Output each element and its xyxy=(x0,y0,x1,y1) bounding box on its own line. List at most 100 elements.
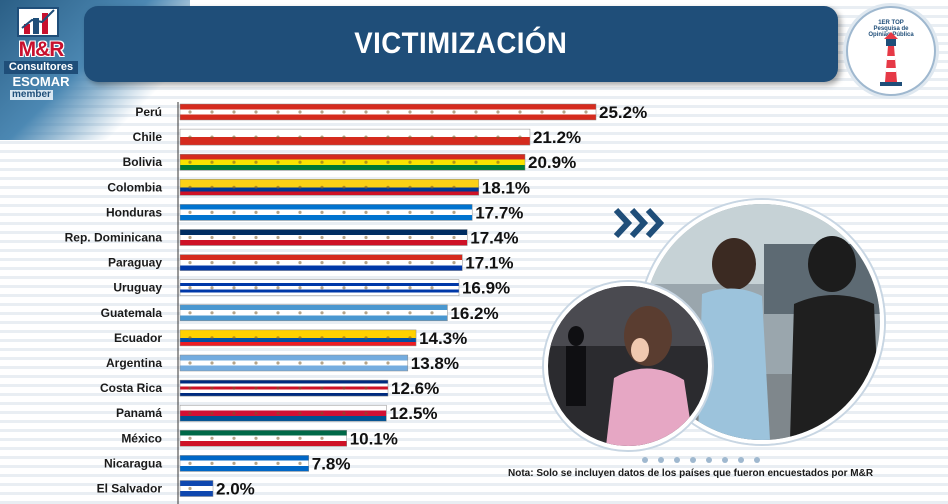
flag-emblem xyxy=(342,336,346,340)
bar-flag-pattern xyxy=(188,386,368,390)
badge-line1: 1ER TOP xyxy=(878,20,904,26)
flag-emblem xyxy=(254,336,258,340)
flag-emblem xyxy=(298,286,302,290)
bar-flag-pattern xyxy=(188,110,588,114)
flag-emblem xyxy=(232,361,236,365)
flag-emblem xyxy=(298,386,302,390)
flag-emblem xyxy=(320,210,324,214)
flag-emblem xyxy=(276,336,280,340)
flag-emblem xyxy=(474,135,478,139)
flag-emblem xyxy=(254,261,258,265)
flag-emblem xyxy=(254,235,258,240)
flag-emblem xyxy=(298,160,302,164)
category-label: Panamá xyxy=(116,406,162,420)
flag-emblem xyxy=(254,461,258,465)
flag-emblem xyxy=(518,110,522,114)
flag-emblem xyxy=(386,286,390,290)
flag-emblem xyxy=(320,386,324,390)
flag-emblem xyxy=(496,135,500,139)
flag-emblem xyxy=(276,436,280,440)
category-label: Rep. Dominicana xyxy=(65,231,163,245)
value-label: 16.9% xyxy=(462,279,510,298)
category-label: México xyxy=(121,431,162,445)
value-label: 2.0% xyxy=(216,480,255,499)
flag-emblem xyxy=(298,311,302,315)
flag-emblem xyxy=(188,110,192,114)
flag-emblem xyxy=(430,110,434,114)
category-label: Nicaragua xyxy=(104,456,162,470)
flag-emblem xyxy=(320,185,324,189)
flag-emblem xyxy=(188,361,192,365)
flag-emblem xyxy=(386,160,390,164)
flag-emblem xyxy=(276,311,280,315)
flag-emblem xyxy=(408,286,412,290)
flag-emblem xyxy=(386,361,390,365)
flag-emblem xyxy=(430,261,434,265)
flag-emblem xyxy=(188,135,192,139)
flag-emblem xyxy=(364,411,368,415)
flag-emblem xyxy=(188,261,192,265)
flag-emblem xyxy=(232,261,236,265)
flag-emblem xyxy=(408,210,412,214)
flag-emblem xyxy=(452,210,456,214)
category-label: Ecuador xyxy=(114,331,162,345)
value-label: 12.5% xyxy=(389,404,437,423)
flag-emblem xyxy=(430,185,434,189)
flag-emblem xyxy=(452,185,456,189)
flag-emblem xyxy=(254,311,258,315)
bar xyxy=(179,153,526,171)
flag-emblem xyxy=(210,235,214,240)
flag-emblem xyxy=(254,135,258,139)
flag-emblem xyxy=(364,286,368,290)
flag-emblem xyxy=(320,286,324,290)
flag-emblem xyxy=(430,286,434,290)
flag-emblem xyxy=(210,286,214,290)
flag-emblem xyxy=(210,386,214,390)
flag-emblem xyxy=(298,436,302,440)
flag-emblem xyxy=(364,160,368,164)
flag-emblem xyxy=(408,261,412,265)
flag-emblem xyxy=(188,185,192,189)
flag-emblem xyxy=(188,235,192,240)
flag-emblem xyxy=(276,110,280,114)
category-label: El Salvador xyxy=(97,482,163,496)
flag-emblem xyxy=(342,185,346,189)
flag-emblem xyxy=(342,235,346,240)
flag-emblem xyxy=(562,110,566,114)
logo-sub-text: Consultores xyxy=(4,61,78,74)
flag-emblem xyxy=(320,235,324,240)
flag-emblem xyxy=(364,386,368,390)
value-label: 20.9% xyxy=(528,153,576,172)
flag-emblem xyxy=(452,160,456,164)
flag-emblem xyxy=(408,135,412,139)
flag-emblem xyxy=(342,411,346,415)
flag-emblem xyxy=(276,210,280,214)
flag-emblem xyxy=(320,436,324,440)
bar xyxy=(179,304,448,322)
flag-emblem xyxy=(254,185,258,189)
value-label: 17.1% xyxy=(465,254,513,273)
flag-emblem xyxy=(342,110,346,114)
flag-emblem xyxy=(320,135,324,139)
flag-emblem xyxy=(364,185,368,189)
bar-flag-pattern xyxy=(188,436,324,440)
value-label: 14.3% xyxy=(419,329,467,348)
flag-emblem xyxy=(320,110,324,114)
flag-emblem xyxy=(342,311,346,315)
flag-emblem xyxy=(386,110,390,114)
flag-emblem xyxy=(254,411,258,415)
flag-emblem xyxy=(232,436,236,440)
flag-emblem xyxy=(320,336,324,340)
flag-emblem xyxy=(232,135,236,139)
flag-emblem xyxy=(342,386,346,390)
flag-emblem xyxy=(254,386,258,390)
bar xyxy=(179,128,531,146)
flag-emblem xyxy=(386,135,390,139)
flag-emblem xyxy=(496,160,500,164)
flag-emblem xyxy=(276,361,280,365)
flag-emblem xyxy=(408,311,412,315)
bar xyxy=(179,279,460,296)
flag-emblem xyxy=(408,185,412,189)
company-logo: M&R Consultores ESOMAR member xyxy=(4,4,78,100)
flag-emblem xyxy=(474,110,478,114)
